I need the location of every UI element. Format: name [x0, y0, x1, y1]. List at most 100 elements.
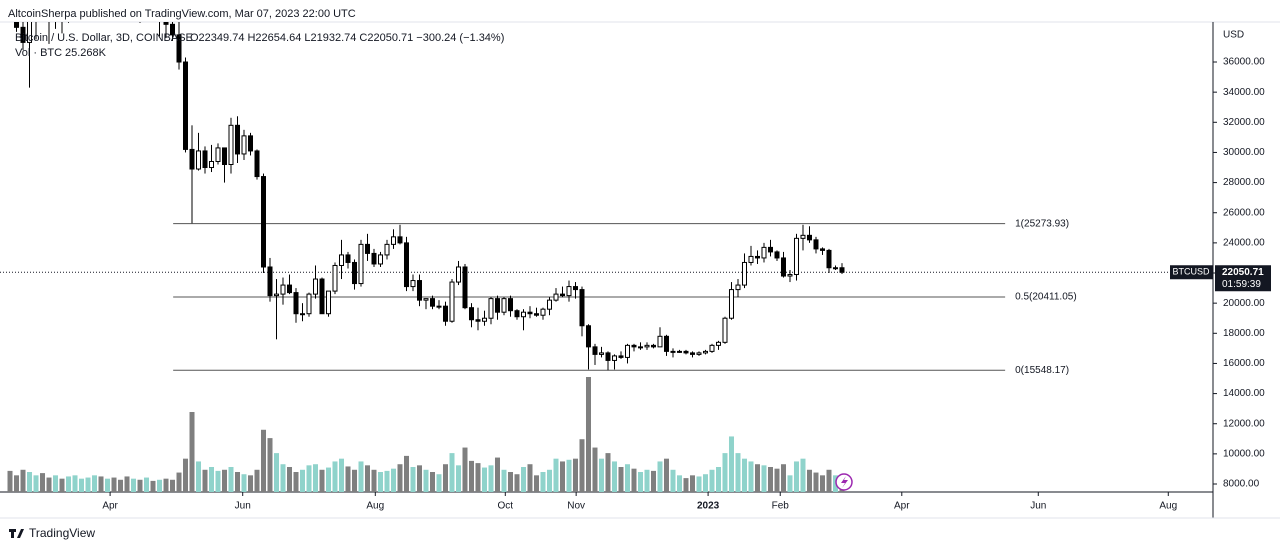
- footer-brand: TradingView: [29, 526, 95, 540]
- candle-body: [352, 261, 358, 285]
- volume-bar: [423, 469, 429, 492]
- candle-body: [261, 176, 267, 268]
- volume-bar: [163, 478, 169, 492]
- candle-body: [371, 252, 377, 265]
- ohlc-legend: O22349.74 H22654.64 L21932.74 C22050.71 …: [190, 32, 504, 44]
- volume-bar: [663, 458, 669, 492]
- candle-body: [520, 311, 526, 318]
- volume-bar: [618, 467, 624, 492]
- x-tick-label: 2023: [697, 501, 720, 512]
- candle-body: [132, 0, 136, 2]
- candle-body: [170, 23, 176, 36]
- volume-bar: [358, 461, 364, 492]
- candle-body: [378, 254, 384, 265]
- volume-bar: [111, 477, 117, 492]
- candle-body: [696, 352, 702, 355]
- candle-body: [222, 147, 228, 165]
- logo-mark: [17, 529, 24, 538]
- candle-body: [637, 346, 643, 349]
- volume-bar: [507, 472, 513, 492]
- volume-bar: [429, 472, 435, 492]
- volume-bar: [85, 477, 91, 492]
- candle-body: [235, 124, 241, 155]
- volume-bar: [579, 439, 585, 492]
- currency-label: USD: [1223, 30, 1244, 41]
- candle-body: [767, 246, 773, 253]
- volume-bar: [709, 469, 715, 492]
- candle-body: [455, 266, 461, 283]
- candle-body: [741, 261, 747, 286]
- candle-body: [462, 266, 468, 309]
- volume-bar: [261, 429, 267, 492]
- candle-body: [345, 254, 351, 263]
- candle-body: [735, 284, 741, 291]
- watermark-bolt: [841, 476, 848, 488]
- volume-bar: [287, 467, 293, 492]
- y-tick-label: 30000.00: [1223, 147, 1265, 158]
- candle-body: [644, 344, 650, 348]
- candle-body: [663, 335, 669, 352]
- candle-body: [384, 243, 390, 256]
- volume-bar: [819, 475, 825, 492]
- volume-bar: [559, 461, 565, 492]
- candle-body: [761, 246, 767, 259]
- volume-bar: [222, 469, 228, 492]
- volume-bar: [501, 469, 507, 492]
- x-tick-label: Apr: [102, 501, 118, 512]
- candle-body: [494, 298, 500, 313]
- candle-body: [254, 150, 260, 178]
- candle-body: [326, 290, 332, 315]
- candle-body: [819, 248, 825, 251]
- candle-body: [27, 22, 33, 43]
- volume-bar: [235, 472, 241, 492]
- candle-body: [429, 298, 435, 307]
- volume-bar: [748, 461, 754, 492]
- y-tick-label: 16000.00: [1223, 358, 1265, 369]
- volume-bar: [793, 461, 799, 492]
- volume-bar: [546, 469, 552, 492]
- volume-bar: [416, 465, 422, 492]
- candle-body: [138, 0, 142, 6]
- volume-bar: [533, 475, 539, 492]
- candle-body: [559, 293, 565, 297]
- volume-bar: [79, 478, 85, 492]
- candle-body: [702, 350, 708, 354]
- candle-body: [145, 0, 149, 6]
- candle-body: [670, 350, 676, 353]
- volume-bar: [124, 476, 130, 492]
- fib-label: 1(25273.93): [1015, 218, 1069, 229]
- volume-bar: [475, 463, 481, 492]
- volume-bar: [384, 470, 390, 492]
- volume-bar: [728, 436, 734, 492]
- y-tick-label: 18000.00: [1223, 328, 1265, 339]
- volume-bar: [754, 464, 760, 492]
- volume-bar: [494, 457, 500, 492]
- candle-body: [14, 22, 20, 28]
- candle-body: [416, 280, 422, 301]
- volume-bar: [657, 461, 663, 492]
- volume-bar: [683, 478, 689, 492]
- volume-bar: [462, 447, 468, 492]
- candle-body: [403, 242, 409, 288]
- candle-body: [481, 317, 487, 322]
- candle-body: [780, 257, 786, 277]
- volume-bar: [624, 464, 630, 492]
- volume-layer: [7, 377, 845, 492]
- candle-body: [189, 148, 195, 170]
- candle-layer: [14, 0, 845, 371]
- logo: [9, 529, 24, 538]
- y-tick-label: 14000.00: [1223, 388, 1265, 399]
- volume-bar: [300, 469, 306, 492]
- y-tick-label: 10000.00: [1223, 449, 1265, 460]
- candle-body: [585, 325, 591, 348]
- candle-body: [313, 278, 319, 295]
- candle-body: [566, 286, 572, 297]
- price-tag-countdown: 01:59:39: [1222, 279, 1261, 290]
- volume-bar: [20, 469, 26, 492]
- volume-bar: [378, 472, 384, 492]
- volume-bar: [33, 475, 39, 492]
- volume-bar: [267, 438, 273, 492]
- volume-bar: [592, 447, 598, 492]
- candle-body: [280, 284, 286, 295]
